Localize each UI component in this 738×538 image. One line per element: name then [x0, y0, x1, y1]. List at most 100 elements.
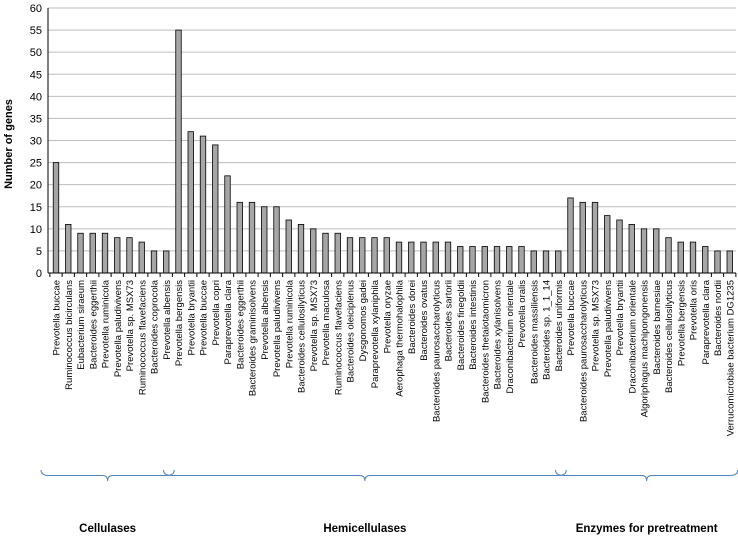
bar — [248, 201, 256, 274]
bar — [640, 228, 648, 274]
bar — [150, 250, 158, 274]
bar — [114, 237, 121, 274]
x-category-label: Bacteroides finegoldii — [456, 280, 467, 370]
y-tick-label: 20 — [30, 180, 42, 192]
y-tick-label: 40 — [30, 91, 42, 103]
bar — [89, 232, 96, 274]
bar — [346, 237, 354, 274]
group-braces: Cellulases Hemicellulases Enzymes for pret… — [40, 469, 738, 535]
bar — [77, 232, 84, 274]
bar — [236, 201, 243, 274]
x-axis-category-labels: Prevotella buccae Ruminococcus bicirculan… — [52, 279, 737, 436]
x-category-label: Dysgonomos gadei — [358, 280, 369, 361]
bar — [689, 241, 697, 274]
bar — [187, 131, 194, 274]
bar — [126, 237, 133, 274]
x-category-label: Bacteroides ovatus — [419, 280, 430, 361]
y-tick-label: 5 — [36, 246, 42, 258]
x-category-label: Prevotella albensis — [260, 280, 271, 360]
x-category-label: Prevotella sp. MSX73 — [309, 280, 320, 371]
x-category-label: Paraprevotella clara — [223, 279, 234, 364]
x-category-label: Paraprevotella xylaniphila — [370, 279, 381, 388]
bar — [199, 135, 207, 274]
bar — [726, 250, 733, 274]
bar — [579, 201, 586, 274]
bar — [408, 241, 415, 274]
x-category-label: Bacteroides uniformis — [554, 280, 565, 372]
x-category-label: Draconibacterium orientale — [627, 280, 638, 394]
y-tick-label: 45 — [30, 69, 42, 81]
axes — [47, 8, 737, 277]
x-category-label: Eubacterium siraeum — [76, 280, 87, 370]
x-category-label: Prevotella bergensis — [676, 280, 687, 366]
x-category-label: Bacteroides xylanisolvens — [493, 280, 504, 390]
bar — [714, 250, 721, 274]
bar — [212, 144, 219, 274]
bar — [616, 219, 623, 274]
bar — [506, 246, 513, 274]
y-tick-label: 15 — [30, 202, 42, 214]
bar — [457, 246, 464, 274]
y-tick-label: 55 — [30, 25, 42, 37]
group-label: Enzymes for pretreatment — [576, 523, 718, 535]
x-category-label: Prevotella ruminicola — [101, 279, 112, 368]
bar — [285, 219, 292, 274]
y-tick-label: 60 — [30, 3, 42, 15]
x-category-label: Prevotella bryantii — [615, 280, 626, 356]
x-category-label: Prevotella copri — [211, 280, 222, 345]
x-category-label: Prevotella paludivivens — [603, 280, 614, 377]
bar — [52, 162, 60, 274]
bar — [567, 197, 574, 274]
x-category-label: Prevotella sp. MSX73 — [125, 280, 136, 371]
bar — [138, 241, 145, 274]
x-category-label: Bacteroides massiliensis — [529, 280, 540, 384]
x-category-label: Bacteroides eggerthii — [235, 280, 246, 369]
bar — [359, 237, 366, 274]
bar — [665, 237, 672, 274]
x-category-label: Prevotella sp. MSX73 — [591, 280, 602, 371]
x-category-label: Bacteroides graminisolvens — [248, 280, 259, 396]
group-label: Hemicellulases — [323, 523, 406, 535]
x-category-label: Bacteroides barnesiae — [652, 280, 663, 375]
y-tick-label: 35 — [30, 113, 42, 125]
x-category-label: Bacteroides cellulosilyticus — [297, 280, 308, 393]
x-category-label: Prevotella oralis — [517, 280, 528, 348]
group-brace — [163, 469, 567, 482]
bar — [555, 250, 562, 274]
bar — [334, 232, 341, 274]
x-category-label: Prevotella buccae — [566, 280, 577, 356]
x-category-label: Prevotella paludivivens — [272, 280, 283, 377]
x-category-label: Bacteroides eggerthii — [88, 280, 99, 369]
x-category-label: Bacteroides coprocola — [150, 279, 161, 374]
bar — [322, 232, 329, 274]
bar — [530, 250, 537, 274]
bar — [371, 237, 378, 274]
x-category-label: Prevotella oris — [689, 280, 700, 340]
x-category-label: Prevotella oryzae — [382, 280, 393, 353]
x-category-label: Bacteroides sartorii — [444, 280, 455, 361]
x-category-label: Bacteroides dorei — [407, 280, 418, 354]
x-category-label: Algoriphagus machipongonensis — [640, 280, 651, 418]
x-category-label: Verrucomicrobiae bacterium DG1235 — [725, 280, 736, 436]
x-category-label: Prevotella ruminicola — [284, 279, 295, 368]
group-brace — [40, 469, 175, 482]
bar — [273, 206, 280, 274]
x-category-label: Bacteroides paurosaccharolyticus — [578, 280, 589, 422]
x-category-label: Bacteroides thetaiotaomicron — [480, 280, 491, 403]
bar — [628, 224, 635, 274]
x-category-label: Prevotella albensis — [162, 280, 173, 360]
bar — [677, 241, 684, 274]
y-axis-ticks: 0 5 10 15 20 25 30 35 40 45 50 55 60 — [30, 3, 42, 280]
bar — [383, 237, 390, 274]
x-category-label: Bacteroides sp. 1_1_14 — [542, 280, 553, 380]
y-tick-label: 25 — [30, 158, 42, 170]
bar — [542, 250, 550, 274]
bar — [604, 215, 611, 274]
bar — [224, 175, 231, 274]
bar — [163, 250, 170, 274]
x-category-label: Paraprevotella clara — [701, 279, 712, 364]
x-category-label: Bacteroides intestinis — [468, 280, 479, 370]
x-category-label: Prevotella maculosa — [321, 279, 332, 365]
bar — [432, 241, 439, 274]
bar — [101, 232, 109, 274]
